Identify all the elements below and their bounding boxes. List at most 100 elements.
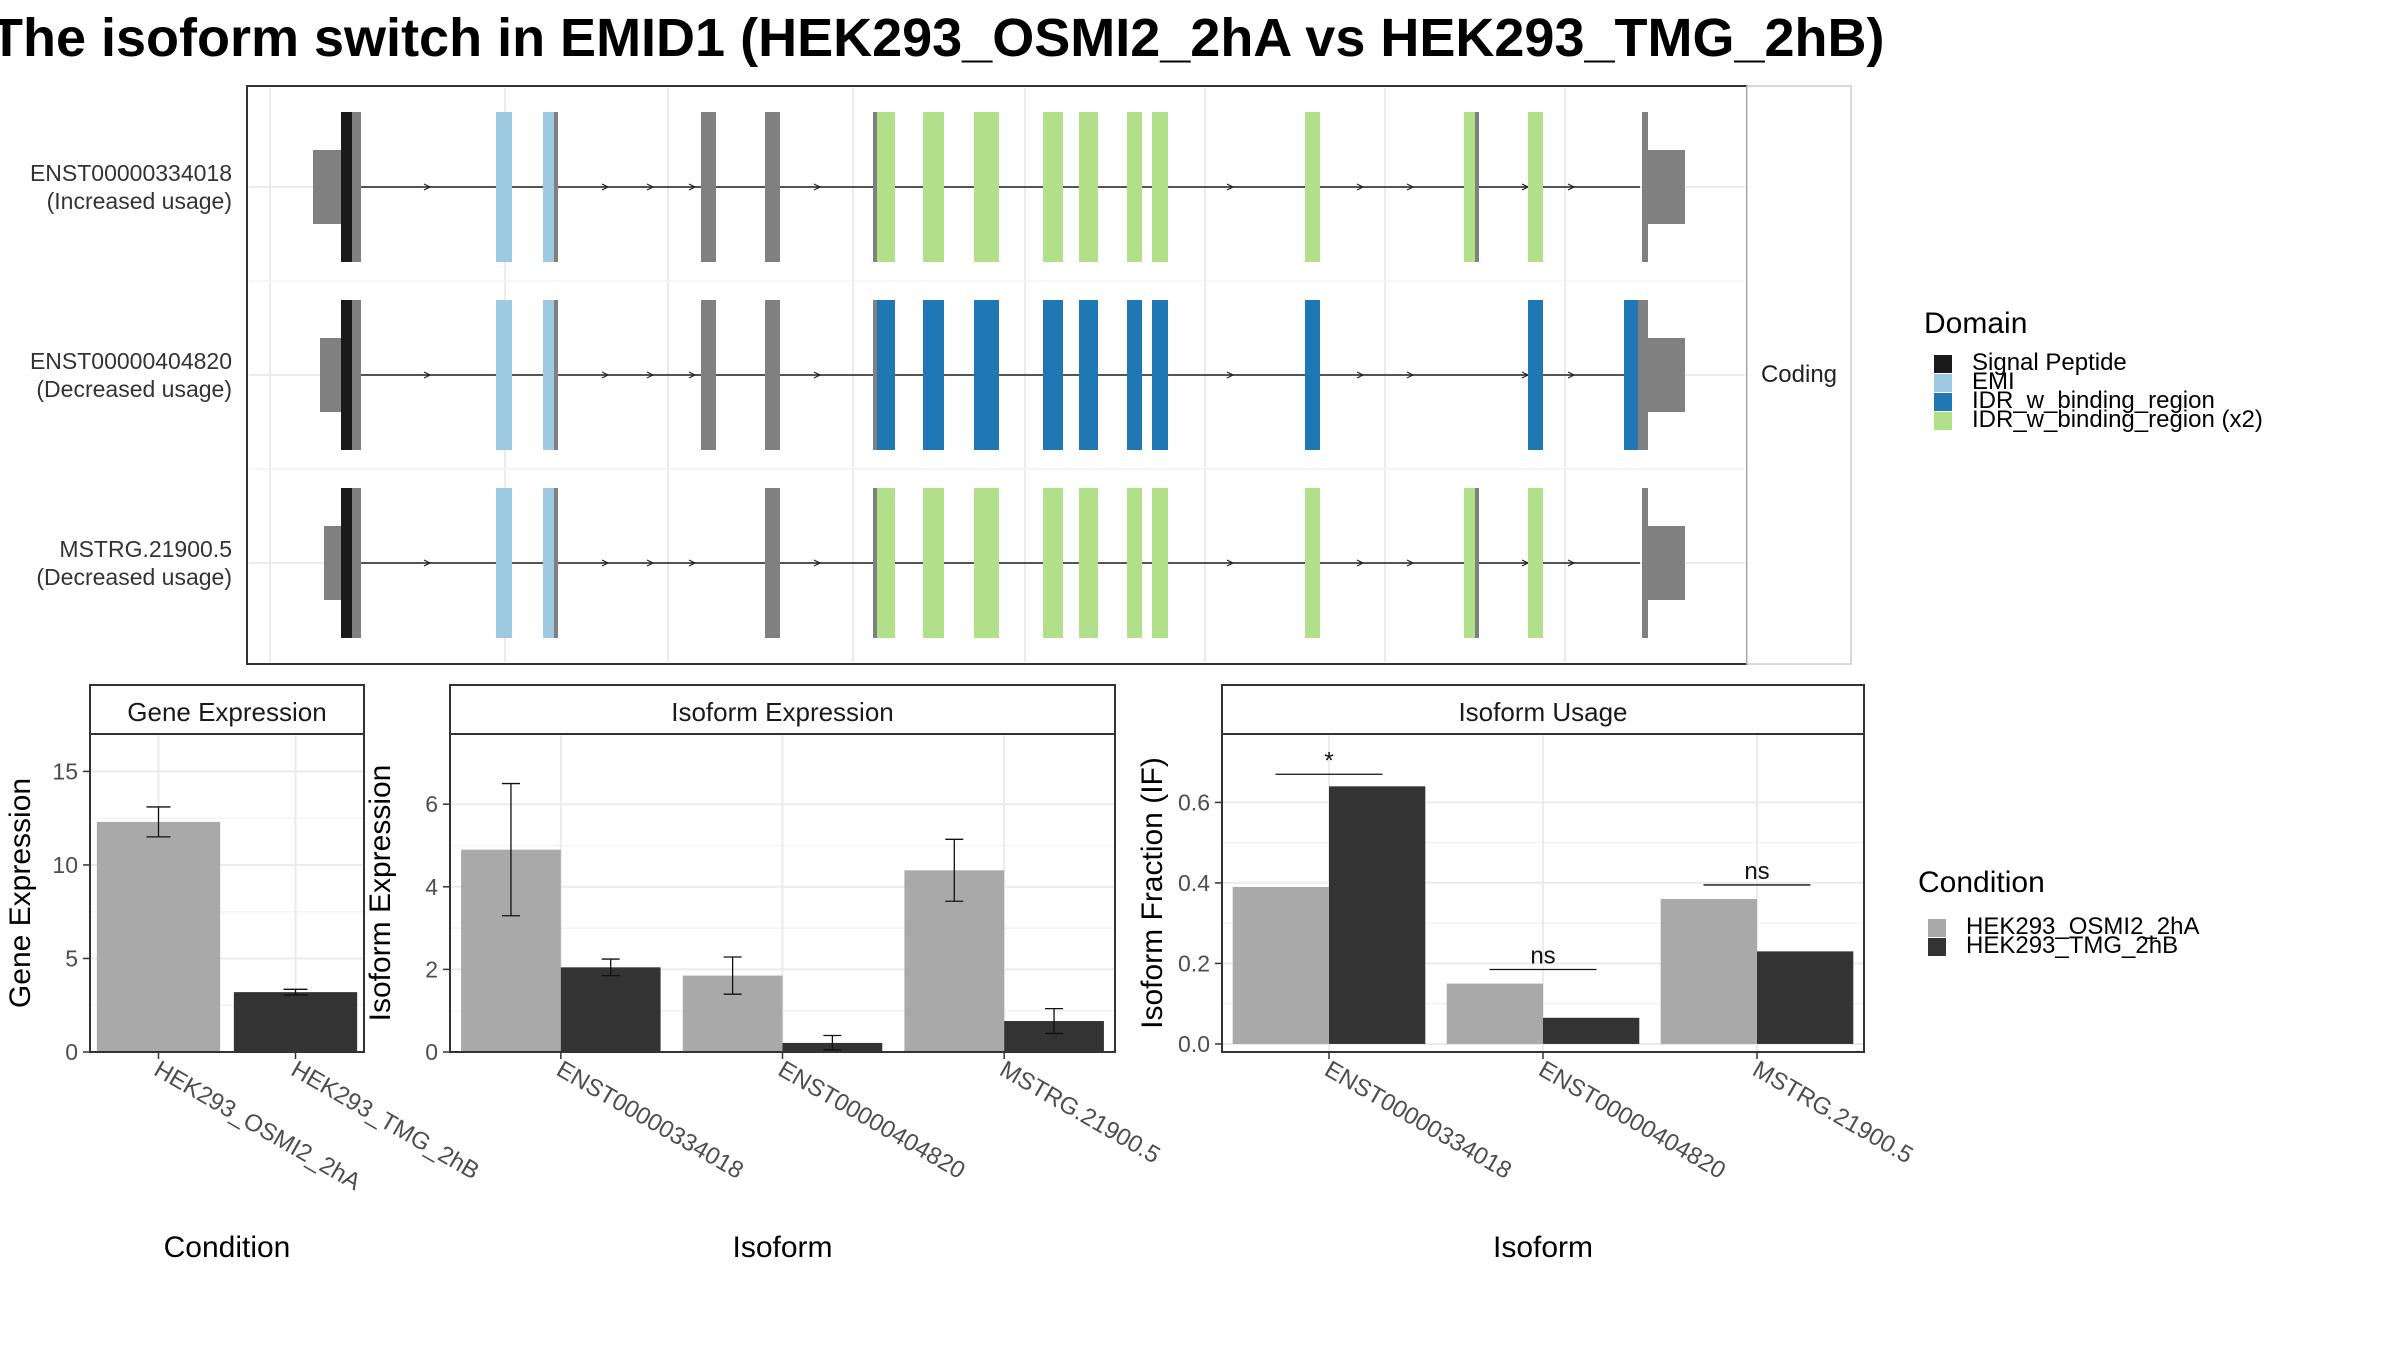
x-tick-label: ENST00000334018 [1320,1056,1516,1185]
intron-arrow [1406,559,1415,567]
utr-5-prime [324,526,341,600]
domain-exon [923,488,944,638]
exon-edge [554,488,558,638]
signal-peptide-exon [341,112,352,262]
domain-legend-swatch [1934,412,1952,430]
x-tick-label: ENST00000404820 [1534,1056,1730,1185]
panel-strip [1221,684,1865,735]
exon-edge [554,112,558,262]
x-tick-label: MSTRG.21900.5 [1748,1056,1917,1169]
y-axis-title: Gene Expression [4,778,37,1008]
transcript-track: ENST00000334018(Increased usage) [30,112,1685,262]
intron-arrow [813,371,822,379]
y-axis-title: Isoform Expression [364,765,397,1022]
transcript-structure-panel: ENST00000334018(Increased usage)ENST0000… [30,85,1852,665]
coding-exon [765,112,780,262]
domain-exon [974,300,999,450]
domain-exon [1152,488,1168,638]
bar [96,821,221,1052]
intron-arrow [813,183,822,191]
domain-exon [496,112,512,262]
coding-exon [352,488,361,638]
domain-exon [1043,112,1063,262]
condition-legend-label: HEK293_OSMI2_2hA [1966,913,2199,940]
plot-border [89,733,365,1053]
significance-label: * [1324,747,1333,774]
domain-exon [496,300,512,450]
domain-exon [1305,112,1320,262]
intron-arrow [1406,371,1415,379]
domain-exon [1528,488,1543,638]
coding-exon [1642,488,1648,638]
domain-legend-label: Signal Peptide [1972,349,2127,376]
domain-exon [873,300,895,450]
transcript-id-label: ENST00000404820 [30,348,232,374]
intron-arrow [601,371,610,379]
exon-edge [873,488,877,638]
y-tick-label: 6 [425,791,438,817]
domain-legend-title: Domain [1924,307,2027,340]
intron-arrow [688,183,697,191]
y-tick-label: 2 [425,956,438,982]
domain-exon [1079,300,1098,450]
domain-exon [1305,300,1320,450]
exon-edge [1475,112,1479,262]
intron-arrow [1356,559,1365,567]
panel-title: Isoform Expression [671,697,894,727]
domain-exon [1152,112,1168,262]
exon-edge [1475,488,1479,638]
intron-arrow [423,371,432,379]
transcript-id-label: MSTRG.21900.5 [59,536,232,562]
intron-arrow [688,371,697,379]
domain-exon [1305,488,1320,638]
coding-strip [1746,85,1852,665]
gene-expression-panel: Gene Expression051015HEK293_OSMI2_2hAHEK… [4,684,484,1264]
intron-arrow [1567,183,1576,191]
intron-arrow [1226,371,1235,379]
transcript-tracks: ENST00000334018(Increased usage)ENST0000… [30,112,1685,638]
intron-arrow [646,559,655,567]
domain-exon [873,488,895,638]
coding-exon [765,300,780,450]
panel-title: Gene Expression [127,697,326,727]
coding-exon [765,488,780,638]
utr-3-prime [1648,150,1685,224]
y-tick-label: 15 [52,758,78,784]
coding-strip-label: Coding [1761,361,1837,388]
y-tick-label: 10 [52,852,78,878]
domain-exon [873,112,895,262]
domain-legend-label: EMI [1972,368,2015,395]
significance-label: ns [1530,942,1555,969]
bar [1543,1017,1640,1044]
signal-peptide-exon [341,488,352,638]
bar [233,992,358,1052]
domain-exon [1043,488,1063,638]
condition-legend-title: Condition [1918,866,2045,899]
intron-arrow [688,559,697,567]
x-axis-title: Condition [164,1231,291,1264]
intron-arrow [813,559,822,567]
exon-edge [873,300,877,450]
signal-peptide-exon [341,300,352,450]
domain-legend-label: IDR_w_binding_region (x2) [1972,406,2263,433]
domain-exon [923,112,944,262]
y-tick-label: 5 [65,945,78,971]
transcript-id-label: ENST00000334018 [30,160,232,186]
bar [1329,786,1426,1044]
bar [1660,899,1757,1044]
domain-exon [923,300,944,450]
y-tick-label: 4 [425,874,438,900]
utr-3-prime [1648,526,1685,600]
intron-arrow [423,183,432,191]
domain-exon [1152,300,1168,450]
intron-arrow [646,183,655,191]
x-axis-title: Isoform [732,1231,832,1264]
condition-legend-swatch [1928,938,1946,956]
panel-strip [89,684,365,735]
utr-5-prime [320,338,341,412]
coding-exon [352,112,361,262]
bar [1446,983,1543,1044]
